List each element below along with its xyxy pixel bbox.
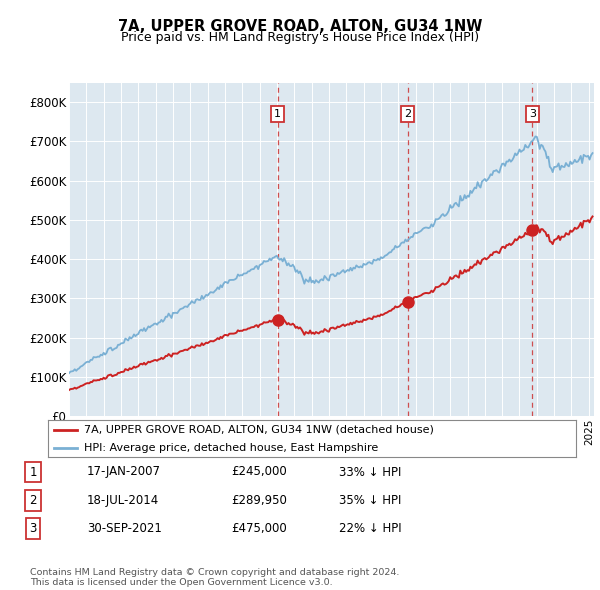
Text: 18-JUL-2014: 18-JUL-2014 bbox=[87, 494, 159, 507]
Text: 30-SEP-2021: 30-SEP-2021 bbox=[87, 522, 162, 535]
Text: £475,000: £475,000 bbox=[231, 522, 287, 535]
Text: Contains HM Land Registry data © Crown copyright and database right 2024.
This d: Contains HM Land Registry data © Crown c… bbox=[30, 568, 400, 587]
Text: HPI: Average price, detached house, East Hampshire: HPI: Average price, detached house, East… bbox=[84, 443, 378, 453]
Text: 3: 3 bbox=[29, 522, 37, 535]
Text: 7A, UPPER GROVE ROAD, ALTON, GU34 1NW: 7A, UPPER GROVE ROAD, ALTON, GU34 1NW bbox=[118, 19, 482, 34]
Text: 7A, UPPER GROVE ROAD, ALTON, GU34 1NW (detached house): 7A, UPPER GROVE ROAD, ALTON, GU34 1NW (d… bbox=[84, 425, 434, 435]
Text: Price paid vs. HM Land Registry's House Price Index (HPI): Price paid vs. HM Land Registry's House … bbox=[121, 31, 479, 44]
Text: 22% ↓ HPI: 22% ↓ HPI bbox=[339, 522, 401, 535]
Text: £289,950: £289,950 bbox=[231, 494, 287, 507]
Text: 1: 1 bbox=[274, 109, 281, 119]
Text: 1: 1 bbox=[29, 466, 37, 478]
Text: 33% ↓ HPI: 33% ↓ HPI bbox=[339, 466, 401, 478]
Text: 3: 3 bbox=[529, 109, 536, 119]
Text: 2: 2 bbox=[29, 494, 37, 507]
Text: 17-JAN-2007: 17-JAN-2007 bbox=[87, 466, 161, 478]
Text: 2: 2 bbox=[404, 109, 411, 119]
Text: £245,000: £245,000 bbox=[231, 466, 287, 478]
Text: 35% ↓ HPI: 35% ↓ HPI bbox=[339, 494, 401, 507]
